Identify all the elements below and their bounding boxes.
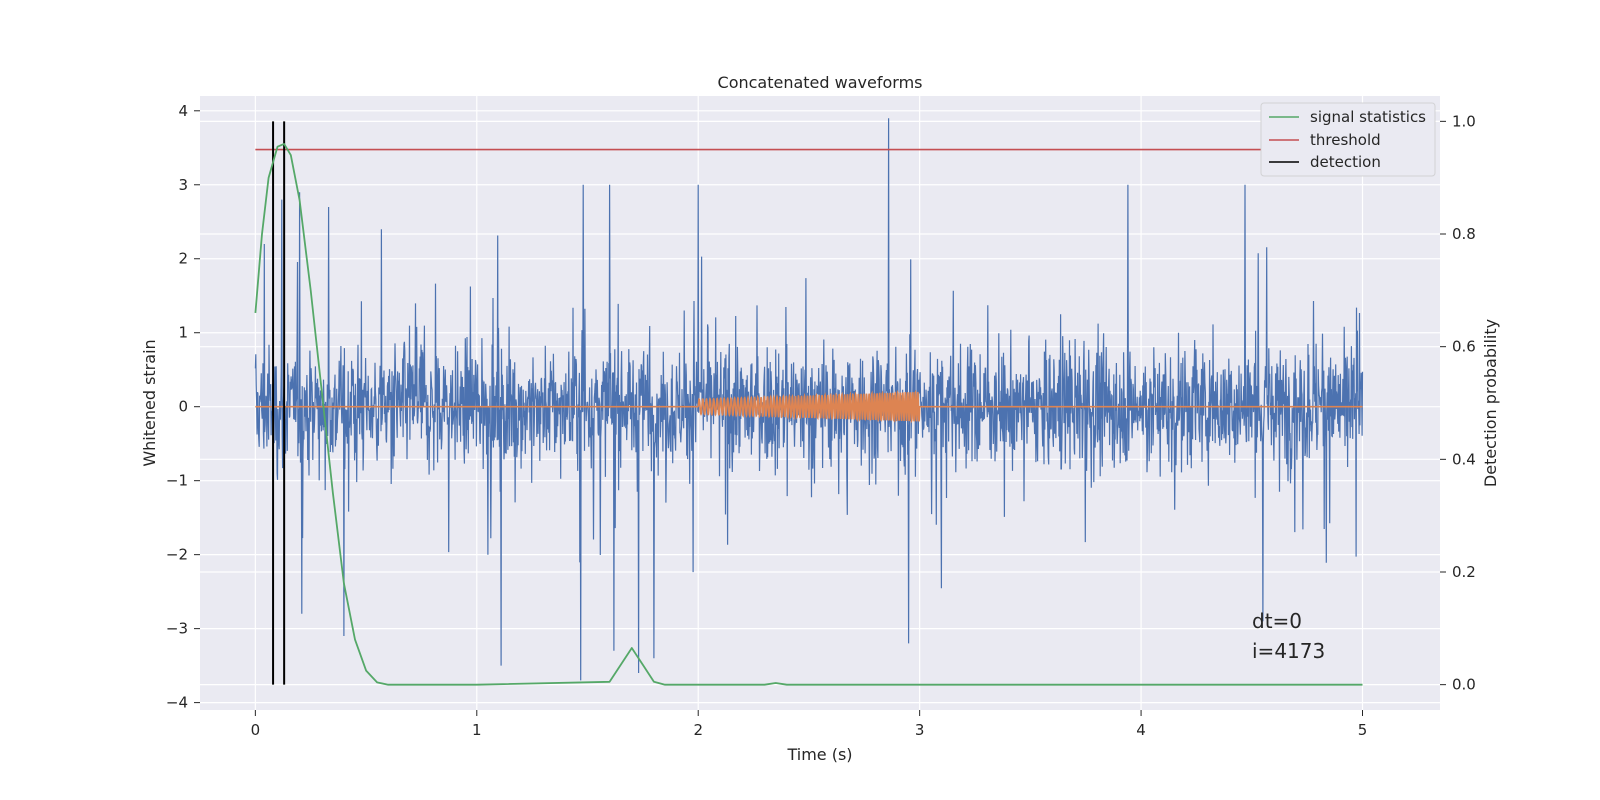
x-tick-label: 2: [693, 721, 703, 739]
legend-box: [1260, 102, 1436, 177]
ticks: 0 1 2 3 4 5 −4 −3 −2 −1 0 1 2 3 4 0.0 0.2 0.4 0.6 0.8 1.0: [166, 102, 1476, 739]
y-tick-label: −3: [166, 620, 188, 638]
y-tick-label: 1: [178, 324, 188, 342]
y2-axis-label: Detection probability: [1481, 319, 1500, 487]
series-signal-statistics: [254, 143, 1363, 686]
x-axis-label: Time (s): [786, 745, 852, 764]
legend-label-threshold: threshold: [1310, 131, 1381, 149]
annotation-i: i=4173: [1252, 639, 1325, 663]
y2-tick-label: 0.0: [1452, 676, 1476, 694]
x-tick-label: 3: [915, 721, 925, 739]
legend: signal statistics threshold detection: [1260, 102, 1436, 177]
y-tick-label: 3: [178, 176, 188, 194]
y-tick-label: −4: [166, 694, 188, 712]
y2-tick-label: 0.4: [1452, 450, 1476, 468]
y-tick-label: 4: [178, 102, 188, 120]
chart-title: Concatenated waveforms: [718, 73, 923, 92]
legend-label-signal-statistics: signal statistics: [1310, 108, 1426, 126]
y2-tick-label: 0.6: [1452, 338, 1476, 356]
x-tick-label: 1: [472, 721, 482, 739]
y-tick-label: 2: [178, 250, 188, 268]
annotation: dt=0 i=4173: [1252, 609, 1325, 663]
series-injection: [255, 389, 1363, 424]
y-tick-label: −2: [166, 546, 188, 564]
y2-tick-label: 0.2: [1452, 563, 1476, 581]
y2-tick-label: 1.0: [1452, 112, 1476, 130]
legend-label-detection: detection: [1310, 153, 1381, 171]
x-tick-label: 5: [1358, 721, 1368, 739]
annotation-dt: dt=0: [1252, 609, 1302, 633]
series-layer: [254, 118, 1364, 686]
x-tick-label: 0: [251, 721, 261, 739]
y-tick-label: 0: [178, 398, 188, 416]
y-axis-label: Whitened strain: [140, 339, 159, 466]
series-strain: [254, 118, 1364, 681]
y-tick-label: −1: [166, 472, 188, 490]
x-tick-label: 4: [1136, 721, 1146, 739]
y2-tick-label: 0.8: [1452, 225, 1476, 243]
